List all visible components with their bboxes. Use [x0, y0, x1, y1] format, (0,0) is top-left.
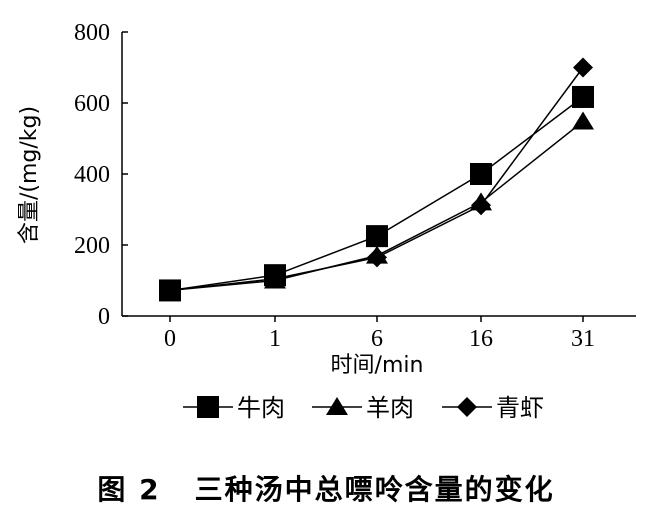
- diamond-point: [471, 195, 491, 216]
- axes: [121, 31, 636, 322]
- legend-marker-triangle: [326, 397, 348, 415]
- series-layer: [159, 57, 594, 302]
- series-diamond: [160, 57, 593, 301]
- diamond-point: [367, 247, 387, 268]
- legend-item: 羊肉: [312, 394, 414, 422]
- x-tick-label: 6: [371, 326, 383, 352]
- y-tick-label: 400: [74, 162, 110, 188]
- legend: 牛肉 羊肉 青虾: [183, 394, 544, 422]
- y-tick-label: 600: [74, 91, 110, 117]
- y-tick-label: 0: [98, 304, 110, 330]
- x-tick-label: 1: [269, 326, 281, 352]
- y-tick-label: 200: [74, 233, 110, 259]
- legend-label: 羊肉: [366, 394, 414, 422]
- legend-label: 青虾: [496, 394, 544, 422]
- x-axis-label: 时间/min: [331, 353, 424, 378]
- legend-item: 牛肉: [183, 394, 285, 422]
- legend-item: 青虾: [442, 394, 544, 422]
- diamond-point: [573, 57, 593, 78]
- square-point: [470, 163, 492, 185]
- legend-marker-diamond: [457, 397, 477, 417]
- x-tick-label: 31: [571, 326, 595, 352]
- figure-caption: 图 2 三种汤中总嘌呤含量的变化: [0, 468, 652, 508]
- x-tick-label: 16: [469, 326, 493, 352]
- legend-label: 牛肉: [237, 394, 285, 422]
- y-tick-labels: 0 200 400 600 800: [74, 20, 110, 330]
- square-point: [572, 85, 594, 108]
- caption-text: 三种汤中总嘌呤含量的变化: [194, 473, 555, 506]
- triangle-point: [572, 111, 594, 130]
- square-point: [366, 225, 388, 248]
- figure-number: 图 2: [97, 473, 161, 506]
- legend-marker-square: [197, 396, 219, 418]
- diamond-point: [160, 280, 180, 301]
- diamond-point: [265, 268, 285, 289]
- x-tick-labels: 0 1 6 16 31: [164, 326, 595, 352]
- x-tick-label: 0: [164, 326, 176, 352]
- y-tick-label: 800: [74, 20, 110, 46]
- series-square: [159, 85, 594, 302]
- y-axis-label: 含量/(mg/kg): [17, 106, 42, 244]
